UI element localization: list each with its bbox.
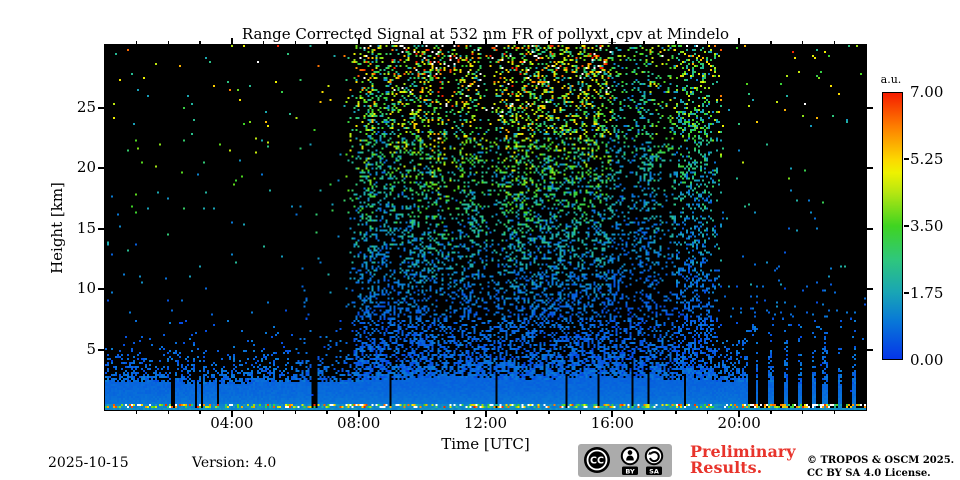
x-minor-tick-top	[421, 41, 423, 45]
colorbar-tick-label: 1.75	[910, 283, 944, 302]
colorbar-unit-label: a.u.	[880, 73, 902, 86]
x-major-tick-top	[484, 38, 487, 45]
x-minor-tick	[135, 410, 138, 414]
x-major-tick-top	[230, 38, 233, 45]
x-minor-tick	[389, 410, 392, 414]
chart-title: Range Corrected Signal at 532 nm FR of p…	[241, 25, 730, 43]
by-label: BY	[625, 467, 635, 475]
x-minor-tick-top	[294, 41, 296, 45]
colorbar-tick-label: 0.00	[910, 350, 944, 369]
measurement-date: 2025-10-15	[48, 455, 129, 471]
x-major-tick-top	[611, 38, 614, 45]
x-minor-tick	[801, 410, 804, 414]
x-major-tick	[738, 410, 741, 417]
colorbar-tick-mark	[904, 225, 909, 227]
x-tick-label: 04:00	[210, 414, 254, 432]
x-axis-title: Time [UTC]	[441, 435, 530, 453]
x-minor-tick-top	[262, 41, 265, 45]
colorbar-tick-label: 7.00	[910, 82, 944, 101]
x-minor-tick-top	[833, 41, 836, 45]
preliminary-line1: Preliminary	[690, 442, 796, 461]
y-major-tick	[98, 348, 105, 351]
cc-icon: CC	[584, 447, 610, 473]
x-minor-tick	[294, 410, 296, 414]
by-person-icon: BY	[620, 446, 640, 475]
y-major-tick-right	[866, 106, 873, 109]
y-major-tick-right	[866, 227, 873, 230]
version-label: Version: 4.0	[192, 455, 277, 471]
x-minor-tick	[770, 410, 772, 414]
x-minor-tick-top	[453, 41, 455, 45]
x-tick-label: 08:00	[337, 414, 381, 432]
x-minor-tick	[548, 410, 550, 414]
x-minor-tick	[199, 410, 201, 414]
y-axis-title-text: Height [km]	[48, 181, 66, 274]
x-minor-tick-top	[801, 41, 804, 45]
x-minor-tick-top	[167, 41, 170, 45]
x-major-tick	[230, 410, 233, 417]
y-major-tick	[98, 167, 105, 170]
y-tick-label: 20	[76, 158, 96, 177]
x-minor-tick	[579, 410, 582, 414]
x-minor-tick-top	[675, 41, 677, 45]
x-minor-tick-top	[135, 41, 138, 45]
preliminary-line2: Results.	[690, 458, 763, 477]
x-minor-tick	[453, 410, 455, 414]
colorbar-tick-mark	[904, 158, 909, 160]
x-minor-tick	[167, 410, 170, 414]
x-major-tick	[357, 410, 360, 417]
cc-by-sa-license-badge: CC BY SA	[578, 444, 672, 477]
y-major-tick	[98, 227, 105, 230]
x-major-tick-top	[357, 38, 360, 45]
x-minor-tick	[516, 410, 518, 414]
y-major-tick-right	[866, 288, 873, 291]
x-major-tick	[484, 410, 487, 417]
x-minor-tick-top	[516, 41, 518, 45]
x-minor-tick	[706, 410, 709, 414]
x-minor-tick	[833, 410, 836, 414]
copyright-line1: © TROPOS & OSCM 2025.	[807, 455, 955, 466]
colorbar	[882, 92, 903, 360]
copyright-line2: CC BY SA 4.0 License.	[807, 468, 931, 479]
x-minor-tick	[643, 410, 645, 414]
y-major-tick-right	[866, 167, 873, 170]
colorbar-tick-label: 5.25	[910, 149, 944, 168]
y-major-tick-right	[866, 348, 873, 351]
x-tick-label: 12:00	[463, 414, 508, 432]
x-tick-label: 16:00	[590, 414, 634, 432]
heatmap-canvas	[105, 45, 866, 410]
colorbar-tick-mark	[904, 292, 909, 294]
x-minor-tick-top	[199, 41, 201, 45]
x-minor-tick-top	[548, 41, 550, 45]
x-minor-tick-top	[326, 41, 328, 45]
x-minor-tick	[421, 410, 423, 414]
colorbar-tick-label: 3.50	[910, 216, 944, 235]
x-minor-tick-top	[706, 41, 709, 45]
x-minor-tick-top	[579, 41, 582, 45]
x-minor-tick-top	[770, 41, 772, 45]
x-minor-tick-top	[643, 41, 645, 45]
y-tick-label: 25	[76, 97, 96, 116]
copyright-note: © TROPOS & OSCM 2025. CC BY SA 4.0 Licen…	[807, 454, 954, 480]
y-tick-label: 15	[76, 218, 96, 237]
x-tick-label: 20:00	[717, 414, 761, 432]
x-minor-tick-top	[389, 41, 392, 45]
x-major-tick	[611, 410, 614, 417]
x-minor-tick	[675, 410, 677, 414]
y-axis-title: Height [km]	[46, 45, 68, 410]
preliminary-results-note: Preliminary Results.	[690, 444, 796, 476]
y-major-tick	[98, 288, 105, 291]
sa-label: SA	[649, 467, 659, 475]
plot-area	[104, 44, 867, 411]
sa-share-alike-icon: SA	[644, 446, 664, 475]
x-minor-tick	[262, 410, 265, 414]
x-major-tick-top	[738, 38, 741, 45]
x-minor-tick	[326, 410, 328, 414]
y-tick-label: 10	[76, 279, 96, 298]
svg-text:CC: CC	[590, 456, 604, 467]
y-major-tick	[98, 106, 105, 109]
y-tick-label: 5	[86, 339, 96, 358]
